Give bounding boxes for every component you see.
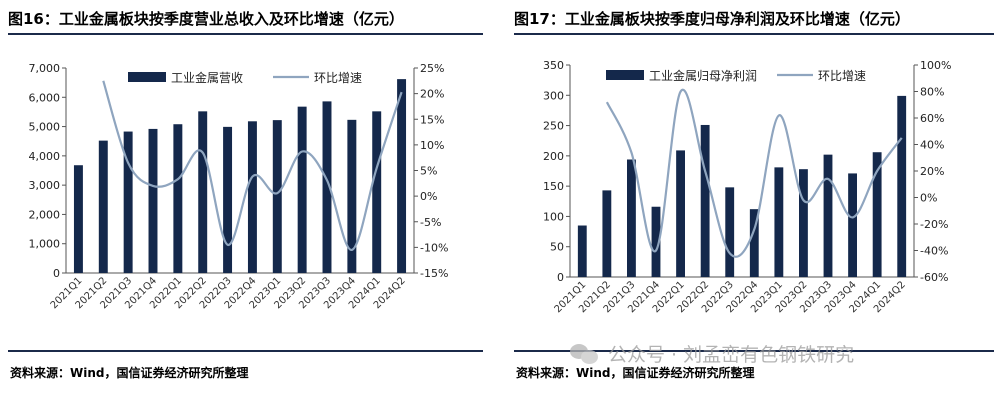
bar bbox=[98, 140, 108, 273]
right-tick-label: -40% bbox=[920, 245, 948, 258]
right-tick-label: 5% bbox=[420, 165, 437, 178]
bar bbox=[123, 131, 133, 273]
left-tick-label: 150 bbox=[543, 180, 564, 193]
source-note: 资料来源：Wind，国信证券经济研究所整理 bbox=[10, 366, 249, 380]
left-tick-label: 100 bbox=[543, 210, 564, 223]
left-tick-label: 2,000 bbox=[29, 208, 61, 221]
growth-line bbox=[605, 88, 903, 258]
left-tick-label: 1,000 bbox=[29, 238, 61, 251]
bar bbox=[322, 101, 332, 273]
right-tick-label: 20% bbox=[920, 165, 944, 178]
source-divider bbox=[8, 350, 483, 352]
bar bbox=[577, 225, 587, 277]
bar bbox=[602, 190, 612, 277]
legend-bar-swatch bbox=[606, 70, 644, 80]
bar bbox=[347, 119, 357, 273]
bar bbox=[848, 173, 857, 277]
right-tick-label: 20% bbox=[420, 88, 444, 101]
bar bbox=[148, 128, 158, 273]
right-tick-label: -10% bbox=[420, 241, 448, 254]
bar bbox=[247, 121, 257, 273]
right-tick-label: 0% bbox=[420, 190, 437, 203]
chart-title: 图17：工业金属板块按季度归母净利润及环比增速（亿元） bbox=[514, 10, 910, 28]
source-divider bbox=[514, 350, 994, 352]
right-tick-label: -20% bbox=[920, 218, 948, 231]
title-divider bbox=[514, 33, 994, 35]
chart-title: 图16：工业金属板块按季度营业总收入及环比增速（亿元） bbox=[8, 10, 404, 28]
bar bbox=[272, 120, 282, 273]
left-tick-label: 350 bbox=[543, 59, 564, 72]
left-tick-label: 6,000 bbox=[29, 91, 61, 104]
legend-bar-swatch bbox=[128, 72, 166, 82]
right-tick-label: -15% bbox=[420, 267, 448, 280]
bar bbox=[397, 79, 407, 273]
growth-line bbox=[102, 80, 403, 251]
bar bbox=[297, 106, 307, 274]
chart-panel-profit: 图17：工业金属板块按季度归母净利润及环比增速（亿元） 0 50 100 150 200… bbox=[506, 0, 1002, 401]
left-tick-label: 300 bbox=[543, 89, 564, 102]
right-tick-label: -5% bbox=[420, 216, 441, 229]
legend-line-label: 环比增速 bbox=[314, 71, 362, 85]
bar bbox=[700, 124, 710, 277]
left-tick-label: 7,000 bbox=[29, 62, 61, 75]
profit-chart: 0 50 100 150 200 250 300 350 -60% -40% -20% 0% 20% 40… bbox=[543, 59, 951, 315]
legend-line-label: 环比增速 bbox=[818, 69, 866, 83]
right-tick-label: 25% bbox=[420, 62, 444, 75]
bar bbox=[223, 126, 233, 273]
bar bbox=[627, 159, 636, 277]
watermark: 公众号 · 刘孟峦有色钢铁研究 bbox=[570, 340, 854, 367]
right-tick-label: 15% bbox=[420, 113, 444, 126]
revenue-chart: 0 1,000 2,000 3,000 4,000 5,000 6,000 7,000 -15%… bbox=[29, 62, 449, 311]
bar bbox=[749, 209, 759, 277]
watermark-text: 公众号 · 刘孟峦有色钢铁研究 bbox=[608, 344, 855, 366]
bar bbox=[651, 206, 661, 277]
right-tick-label: -60% bbox=[920, 271, 948, 284]
right-tick-label: 80% bbox=[920, 86, 944, 99]
bar bbox=[676, 150, 685, 277]
right-tick-label: 40% bbox=[920, 139, 944, 152]
left-tick-label: 250 bbox=[543, 120, 564, 133]
right-tick-label: 10% bbox=[420, 139, 444, 152]
bar bbox=[823, 154, 833, 277]
chart-panel-revenue: 图16：工业金属板块按季度营业总收入及环比增速（亿元） 0 1,000 2,000 3… bbox=[0, 0, 491, 401]
bar bbox=[774, 167, 784, 277]
bar bbox=[872, 152, 882, 277]
source-note: 资料来源：Wind，国信证券经济研究所整理 bbox=[516, 366, 755, 380]
wechat-icon bbox=[570, 342, 600, 366]
legend-bar-label: 工业金属营收 bbox=[171, 70, 243, 85]
bar bbox=[198, 111, 208, 273]
right-tick-label: 100% bbox=[920, 59, 951, 72]
bar bbox=[73, 165, 83, 273]
right-tick-label: 60% bbox=[920, 112, 944, 125]
left-tick-label: 50 bbox=[550, 241, 564, 254]
bar bbox=[799, 169, 808, 277]
legend-bar-label: 工业金属归母净利润 bbox=[649, 68, 757, 83]
bar bbox=[897, 95, 907, 277]
left-tick-label: 5,000 bbox=[29, 121, 61, 134]
right-tick-label: 0% bbox=[920, 192, 937, 205]
left-tick-label: 3,000 bbox=[29, 179, 61, 192]
bar bbox=[725, 187, 735, 277]
title-divider bbox=[8, 33, 483, 35]
bar bbox=[173, 124, 183, 273]
left-tick-label: 4,000 bbox=[29, 150, 61, 163]
left-tick-label: 200 bbox=[543, 150, 564, 163]
left-tick-label: 0 bbox=[557, 271, 564, 284]
left-tick-label: 0 bbox=[53, 267, 60, 280]
bar bbox=[372, 111, 382, 273]
